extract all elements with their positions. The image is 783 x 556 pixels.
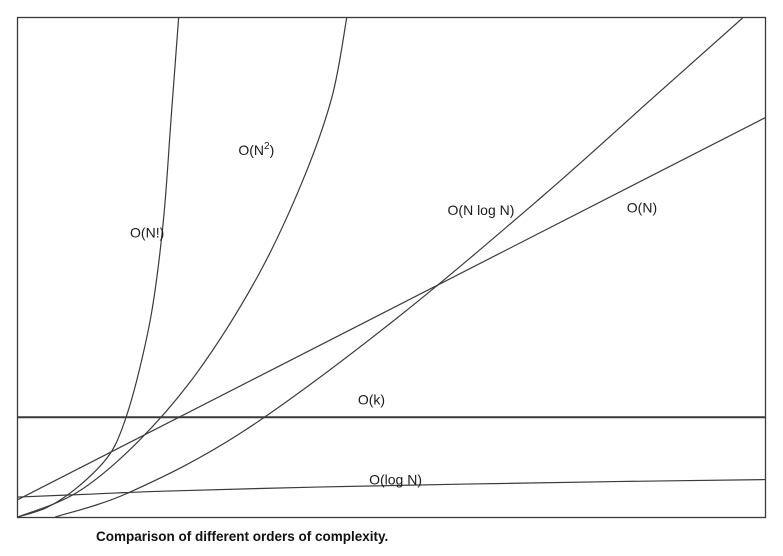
series-layer [18,18,765,517]
series-line-o-log-n [18,478,765,498]
plot-frame [16,16,767,519]
series-label-o-n-2: O(N2) [238,141,274,158]
series-line-o-n [18,117,765,501]
series-label-o-k: O(k) [358,392,385,408]
series-line-o-n [18,18,348,517]
series-line-o-n [18,18,180,517]
chart-caption: Comparison of different orders of comple… [96,529,388,544]
series-label-o-n: O(N!) [130,225,164,241]
label-layer: O(N!) O(N2) O(N log N) O(N) O(k) O(log N) [130,141,657,487]
series-label-o-log-n: O(log N) [369,472,422,488]
series-label-o-n: O(N) [627,200,657,216]
series-line-o-n-log-n [55,18,743,517]
series-label-o-n-log-n: O(N log N) [448,202,515,218]
